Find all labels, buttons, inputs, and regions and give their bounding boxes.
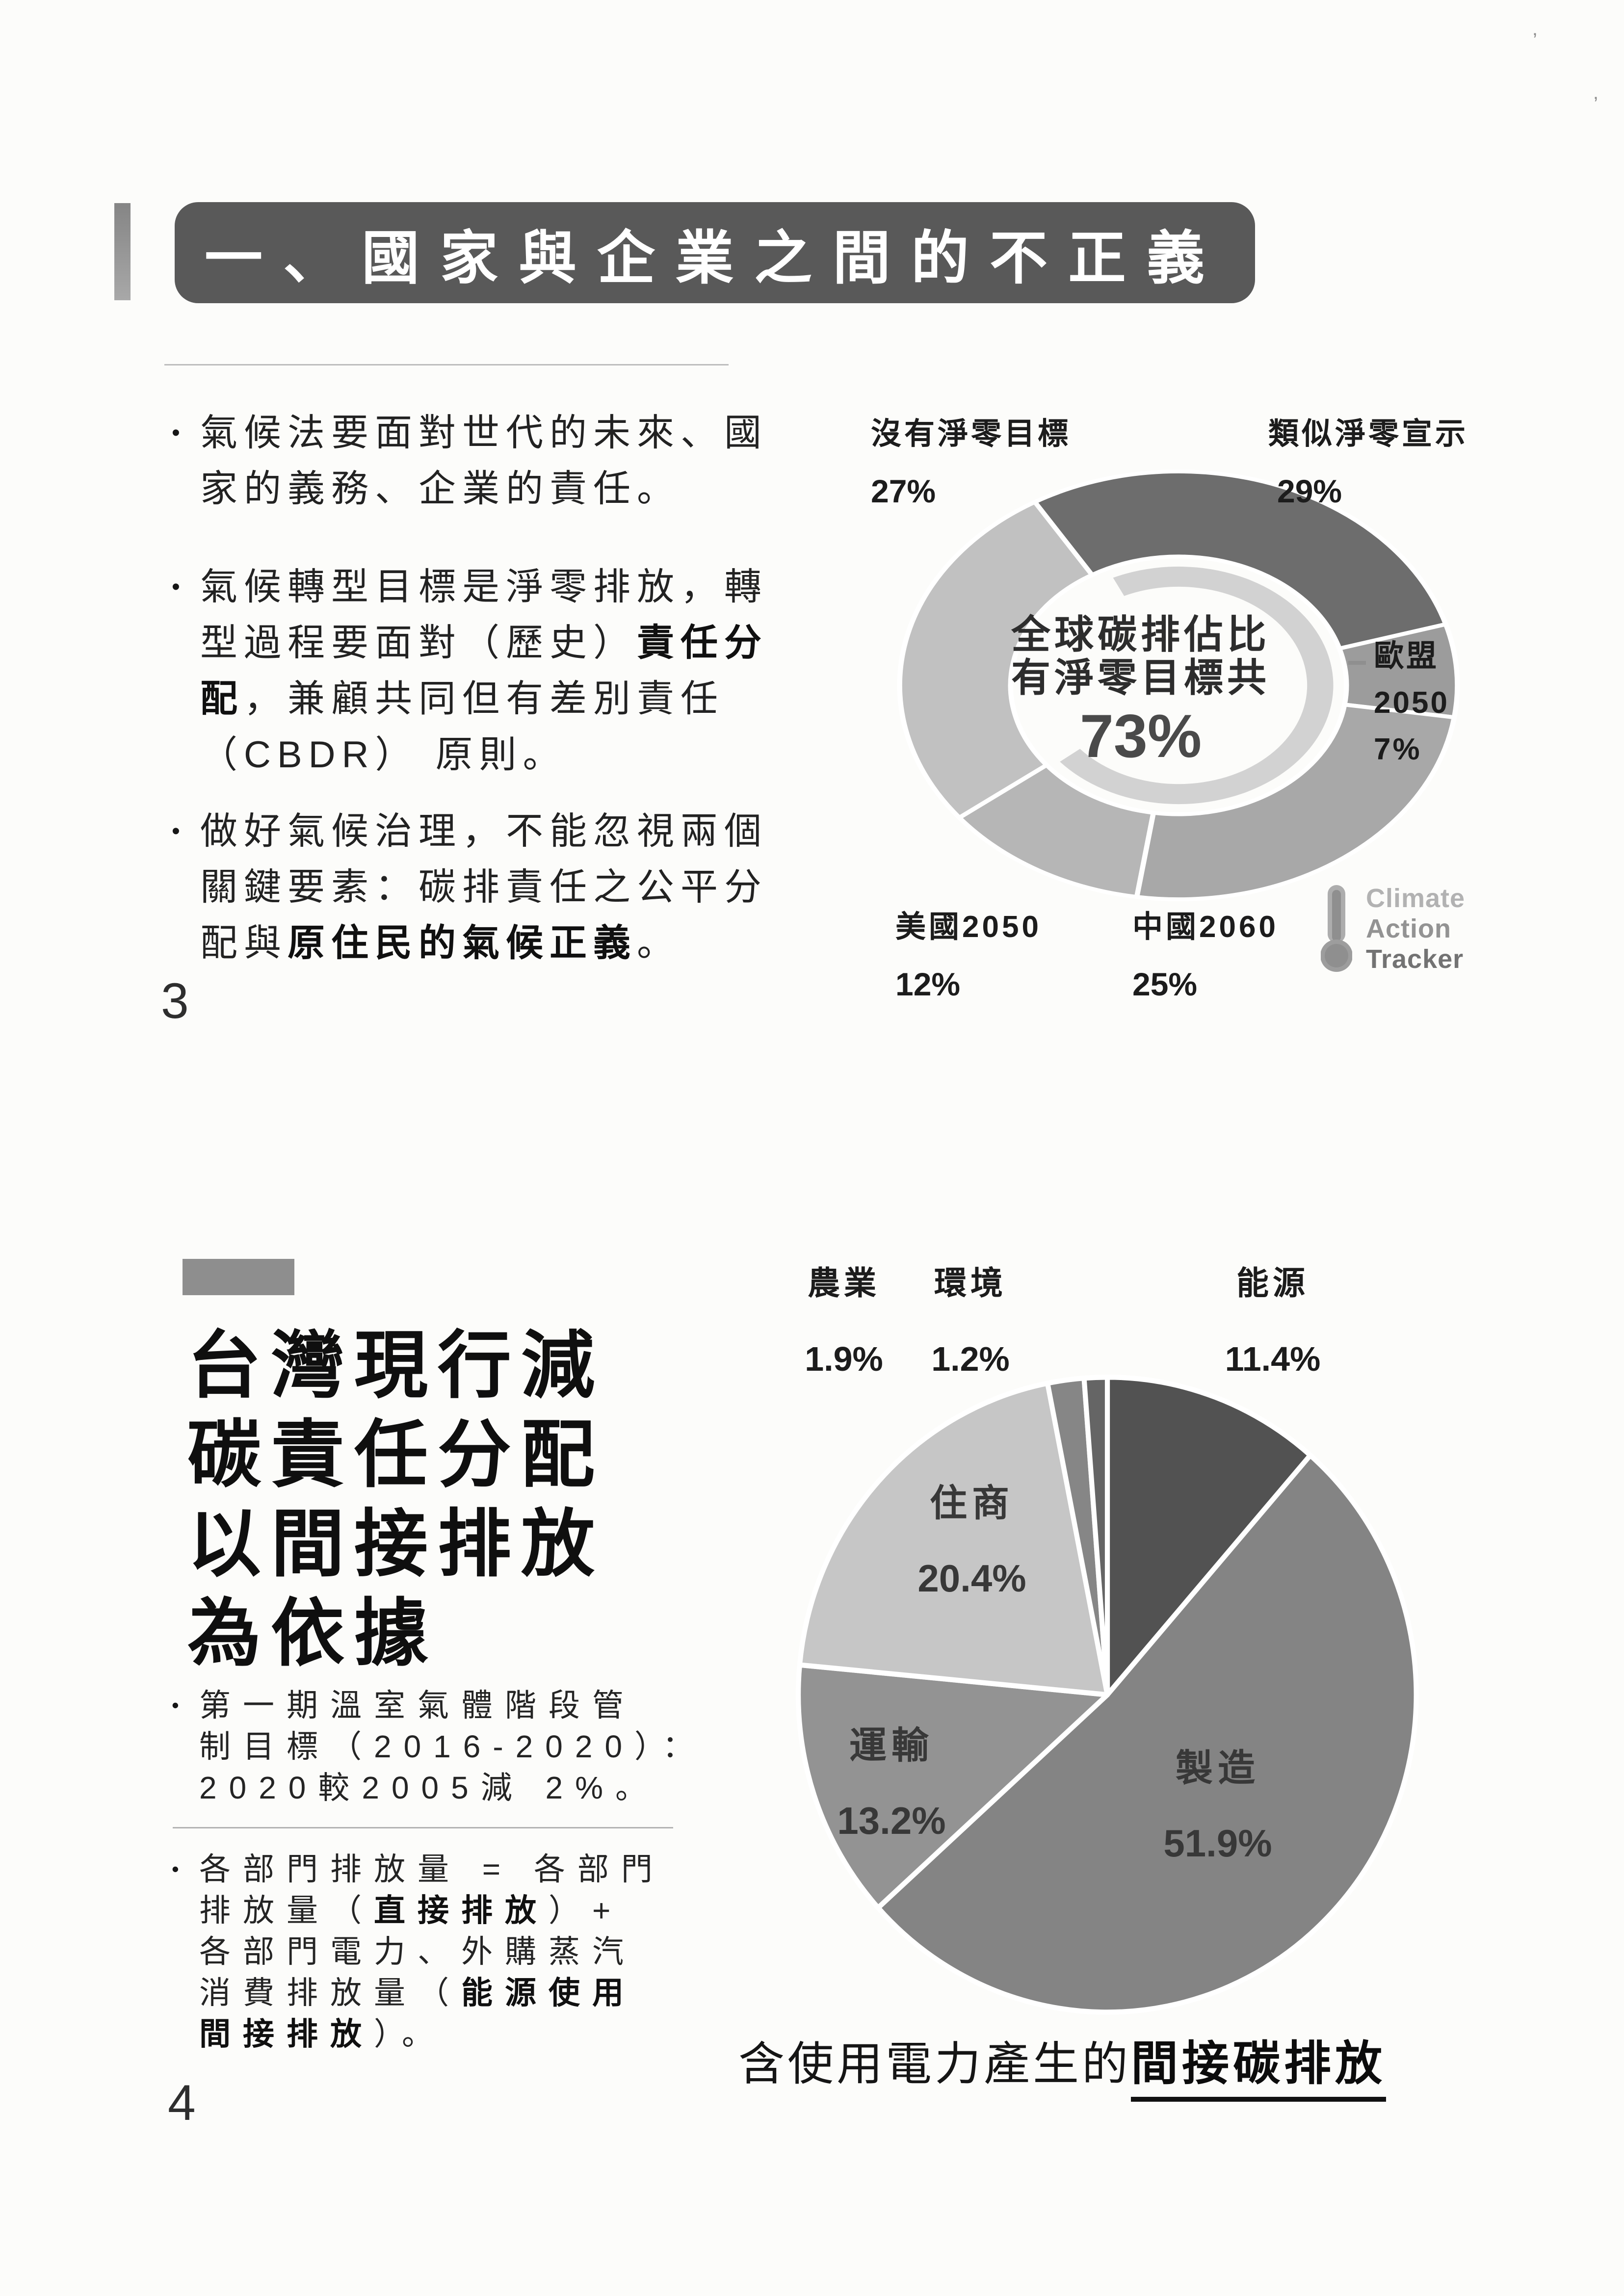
thermometer-icon [1321,885,1352,972]
title-accent-bar [114,203,131,300]
climate-action-tracker-logo: Climate Action Tracker [1321,883,1465,974]
bullet-dot: • [172,1857,179,1880]
list-item: • 氣候法要面對世代的未來、國 家的義務、企業的責任。 [172,405,795,517]
slide4-title: 台灣現行減 碳責任分配 以間接排放 為依據 [187,1321,604,1678]
caption-regular-text: 含使用電力產生的 [738,2038,1131,2089]
pie-caption: 含使用電力產生的間接碳排放 [738,2025,1387,2102]
eu-leader-tick [1348,661,1366,665]
donut-center-line2: 有淨零目標共 [1011,656,1270,700]
donut-inner-accent-arc [1060,566,1334,805]
pie-slice-製造 [875,1453,1419,2015]
donut-center-label: 全球碳排佔比 有淨零目標共 73% [1001,613,1281,770]
donut-label-no-net-zero-target: 沒有淨零目標 27% [871,409,1071,510]
label-value: 12% [895,966,961,1002]
pie-slice-環境 [1081,1375,1110,1697]
pie-slice-能源 [1104,1375,1313,1697]
section-dash [183,1259,294,1295]
sector-emissions-pie-chart [796,1375,1419,2015]
scan-artifact: ’ [1594,93,1598,115]
slide4-title-line3: 以間接排放 [187,1503,605,1585]
label-name: 農業 [808,1265,880,1301]
divider-line [173,1827,673,1828]
slide4-bullet-list-2: • 各部門排放量 = 各部門 排放量（直接排放）+ 各部門電力、外購蒸汽 消費排放量（能… [172,1849,751,2055]
donut-label-eu: 歐盟 2050 7% [1374,633,1449,773]
label-name: 類似淨零宣示 [1268,417,1469,451]
label-name: 能源 [1236,1265,1309,1301]
label-name: 製造 [1176,1748,1260,1789]
list-item: • 各部門排放量 = 各部門 排放量（直接排放）+ 各部門電力、外購蒸汽 消費排放量（能… [172,1849,751,2055]
pie-slice-運輸 [796,1662,1110,1910]
net-zero-donut-chart [897,469,1460,902]
bullet-dot: • [172,420,180,446]
label-value: 51.9% [1163,1822,1272,1865]
label-name: 運輸 [849,1725,934,1767]
label-value: 11.4% [1225,1340,1321,1378]
bullet-text: 氣候轉型目標是淨零排放，轉 型過程要面對（歷史）責任分 配，兼顧共同但有差別責任 （C… [200,566,768,776]
label-name: 中國2060 [1132,910,1279,944]
label-value: 1.2% [931,1340,1010,1378]
donut-segment-中國2060 [1134,703,1457,902]
scan-artifact: ’ [1533,29,1537,51]
pie-label-transport: 運輸 13.2% [820,1715,963,1843]
slide4-title-line4: 為依據 [187,1592,438,1674]
donut-label-usa-2050: 美國2050 12% [895,902,1042,1003]
donut-segment-美國2050 [957,763,1156,899]
slide4-title-line2: 碳責任分配 [187,1413,605,1496]
label-value: 13.2% [837,1799,946,1842]
bullet-dot: • [172,1694,179,1717]
logo-line-action: Action [1366,914,1451,943]
donut-center-value: 73% [1079,703,1202,770]
pie-label-environment: 環境 1.2% [911,1257,1030,1379]
donut-center-line1: 全球碳排佔比 [1011,613,1270,656]
slide3-title-banner: 一、國家與企業之間的不正義 [175,202,1255,303]
page-number-3: 3 [161,973,189,1029]
pie-label-energy: 能源 11.4% [1201,1257,1344,1379]
bullet-dot: • [172,818,180,844]
slide3-bullet-list: • 氣候法要面對世代的未來、國 家的義務、企業的責任。 • 氣候轉型目標是淨零排放，轉型… [172,405,795,992]
slide4-bullet-list-1: • 第一期溫室氣體階段管 制目標（2016-2020）： 2020較2005減 2%。 [172,1685,751,1808]
bullet-text: 各部門排放量 = 各部門 排放量（直接排放）+ 各部門電力、外購蒸汽 消費排放量（能源… [199,1852,665,2052]
logo-line-climate: Climate [1366,884,1466,913]
bullet-text: 氣候法要面對世代的未來、國 家的義務、企業的責任。 [200,412,768,510]
label-value: 7% [1374,732,1422,766]
list-item: • 做好氣候治理，不能忽視兩個 關鍵要素：碳排責任之公平分 配與原住民的氣候正義。 [172,804,795,971]
label-value: 1.9% [805,1340,883,1378]
list-item: • 第一期溫室氣體階段管 制目標（2016-2020）： 2020較2005減 2%。 [172,1685,751,1808]
label-value: 27% [871,473,936,509]
list-item: • 氣候轉型目標是淨零排放，轉 型過程要面對（歷史）責任分 配，兼顧共同但有差別責任（… [172,559,795,783]
logo-line-tracker: Tracker [1366,944,1464,974]
slide3-title: 一、國家與企業之間的不正義 [204,226,1225,291]
label-value: 25% [1132,966,1198,1002]
donut-label-net-zero-like-pledge: 類似淨零宣示 29% [1268,409,1468,510]
bullet-text: 第一期溫室氣體階段管 制目標（2016-2020）： 2020較2005減 2%。 [199,1688,707,1805]
label-year: 2050 [1374,686,1449,720]
label-value: 20.4% [917,1557,1026,1600]
label-name: 住商 [930,1483,1014,1524]
pie-slice-住商 [797,1381,1110,1697]
label-value: 29% [1277,473,1342,509]
caption-emphasized-text: 間接碳排放 [1131,2037,1387,2102]
donut-segment-沒有淨零目標 [897,500,1095,820]
pie-label-manufacturing: 製造 51.9% [1134,1738,1301,1866]
logo-wordmark: Climate Action Tracker [1366,883,1465,974]
bullet-text: 做好氣候治理，不能忽視兩個 關鍵要素：碳排責任之公平分 配與原住民的氣候正義。 [200,810,768,964]
label-name: 環境 [934,1265,1007,1301]
divider-line [164,364,729,365]
label-name: 歐盟 [1374,639,1439,673]
page-number-4: 4 [168,2075,196,2131]
bullet-dot: • [172,574,180,600]
label-name: 美國2050 [895,910,1042,944]
pie-label-agriculture: 農業 1.9% [784,1257,904,1379]
donut-label-china-2060: 中國2060 25% [1132,902,1279,1003]
pie-label-residential-commercial: 住商 20.4% [901,1473,1043,1601]
slide4-title-line1: 台灣現行減 [187,1324,605,1407]
label-name: 沒有淨零目標 [871,417,1072,451]
donut-segment-類似淨零宣示 [1032,469,1448,651]
